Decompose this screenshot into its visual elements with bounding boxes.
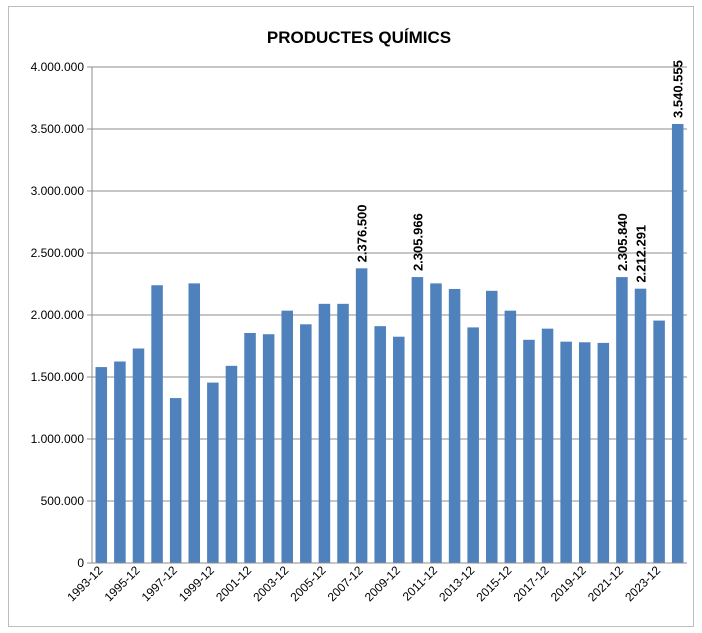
data-label: 2.305.840 (615, 213, 630, 271)
bar (430, 283, 442, 563)
bar-chart: PRODUCTES QUÍMICS 0 500.000 1.000.000 1.500… (31, 28, 687, 604)
data-labels: 2.376.500 2.305.966 2.305.840 2.212.291 3.54… (355, 60, 686, 283)
data-label: 2.212.291 (634, 225, 649, 283)
x-axis-tick-labels: 1993-121995-121997-121999-122001-122003-… (64, 563, 663, 604)
bar (262, 334, 275, 563)
bar (188, 283, 201, 563)
axes (91, 67, 687, 564)
bar (616, 277, 628, 563)
x-tick-label: 1993-12 (64, 563, 105, 604)
bar (653, 320, 665, 563)
bars (95, 123, 684, 563)
bar (448, 288, 461, 563)
bar (300, 324, 312, 563)
bar (169, 398, 182, 563)
bar (225, 365, 238, 563)
bar (132, 348, 145, 563)
x-tick-label: 2001-12 (213, 563, 254, 604)
bar (337, 303, 349, 563)
bar (578, 342, 591, 563)
y-tick-label: 1.000.000 (31, 432, 85, 446)
bar (393, 336, 405, 563)
bar (244, 332, 256, 563)
bar (114, 361, 126, 563)
bar (467, 327, 479, 563)
bar (95, 367, 108, 563)
x-tick-label: 2007-12 (325, 563, 366, 604)
x-tick-label: 2009-12 (362, 563, 403, 604)
bar (207, 382, 219, 563)
x-tick-label: 2021-12 (585, 563, 626, 604)
bar (560, 341, 572, 563)
y-tick-label: 3.500.000 (31, 122, 85, 136)
x-tick-label: 2011-12 (400, 563, 441, 604)
bar (541, 328, 554, 563)
y-tick-label: 4.000.000 (31, 60, 85, 74)
bar (355, 268, 368, 563)
bar (486, 290, 498, 563)
chart-frame: PRODUCTES QUÍMICS 0 500.000 1.000.000 1.500… (8, 6, 694, 627)
bar (151, 285, 163, 563)
x-tick-label: 2013-12 (436, 563, 477, 604)
chart-title: PRODUCTES QUÍMICS (267, 28, 451, 47)
x-tick-label: 2003-12 (250, 563, 291, 604)
bar (597, 342, 610, 563)
bar (318, 303, 331, 563)
bar (523, 339, 535, 563)
data-label: 3.540.555 (671, 60, 686, 118)
bar (634, 288, 647, 563)
y-tick-label: 0 (77, 556, 84, 570)
x-tick-label: 2023-12 (622, 563, 663, 604)
y-tick-label: 2.500.000 (31, 246, 85, 260)
x-tick-label: 1997-12 (139, 563, 180, 604)
y-tick-label: 2.000.000 (31, 308, 85, 322)
data-label: 2.376.500 (355, 204, 370, 262)
x-tick-label: 2005-12 (287, 563, 328, 604)
bar (281, 310, 293, 563)
bar (671, 123, 684, 563)
x-tick-label: 2019-12 (548, 563, 589, 604)
x-tick-label: 2017-12 (511, 563, 552, 604)
x-tick-label: 1995-12 (102, 563, 143, 604)
bar (504, 310, 517, 563)
bar (411, 277, 424, 563)
y-axis-tick-labels: 0 500.000 1.000.000 1.500.000 2.000.000 2.500… (31, 60, 85, 570)
x-tick-label: 2015-12 (473, 563, 514, 604)
data-label: 2.305.966 (410, 213, 425, 271)
y-tick-label: 3.000.000 (31, 184, 85, 198)
y-tick-label: 500.000 (41, 494, 85, 508)
bar (374, 326, 386, 563)
x-tick-label: 1999-12 (176, 563, 217, 604)
y-tick-label: 1.500.000 (31, 370, 85, 384)
